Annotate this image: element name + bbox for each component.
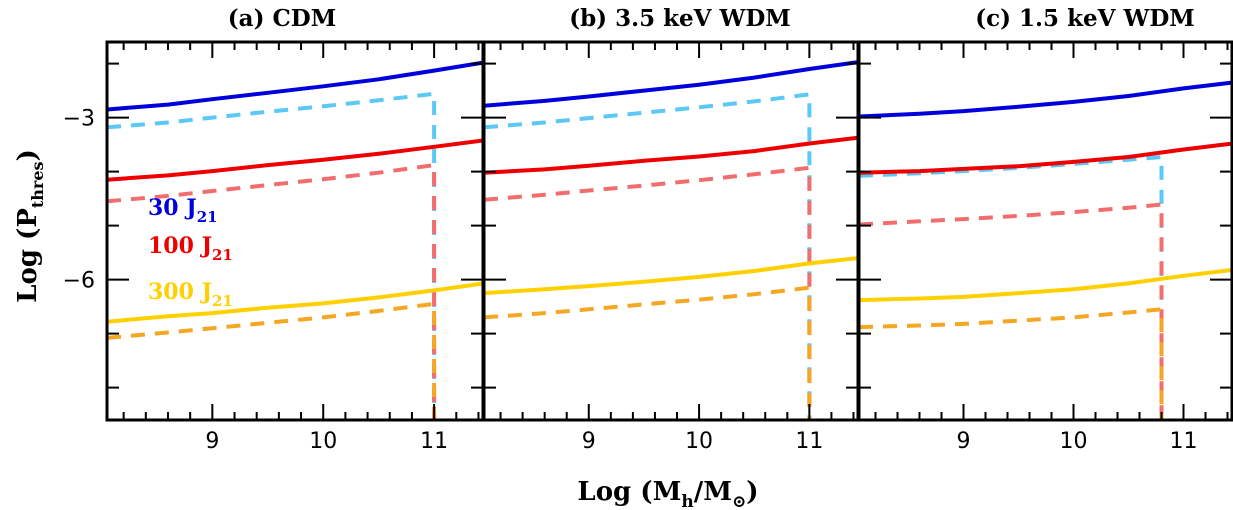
x-tick-label: 10	[309, 429, 337, 454]
series-line-2	[107, 91, 437, 420]
series-line-2	[859, 155, 1164, 420]
legend: 30 J21 100 J21 300 J21	[148, 195, 233, 310]
series-group	[859, 80, 1233, 420]
plot-frame	[857, 40, 1233, 422]
panel-3p5kev-wdm: 9 10 11	[482, 40, 860, 454]
plot-frame	[105, 40, 485, 422]
series-line-5	[107, 281, 484, 324]
legend-entry-300: 300 J21	[148, 279, 233, 310]
x-tick-label: 9	[205, 429, 219, 454]
series-line-3	[859, 141, 1233, 175]
panel-1p5kev-wdm: 9 10 11	[857, 40, 1233, 454]
x-tick-label: 11	[795, 429, 823, 454]
x-tick-label: 10	[685, 429, 713, 454]
legend-entry-100: 100 J21	[148, 233, 233, 264]
series-line-1	[859, 80, 1233, 119]
plot-frame	[482, 40, 860, 422]
series-line-2	[484, 92, 812, 420]
x-tick-label: 11	[1170, 429, 1198, 454]
x-tick-label: 11	[420, 429, 448, 454]
y-tick-label: −3	[63, 107, 95, 132]
series-line-1	[484, 60, 859, 108]
series-line-6	[859, 307, 1164, 420]
panel-title-3p5kev-wdm: (b) 3.5 keV WDM	[569, 5, 791, 32]
series-line-3	[107, 138, 484, 182]
series-line-3	[484, 135, 859, 175]
x-tick-label: 9	[582, 429, 596, 454]
legend-entry-30: 30 J21	[148, 195, 218, 226]
panel-title-1p5kev-wdm: (c) 1.5 keV WDM	[975, 5, 1194, 32]
series-line-5	[484, 256, 859, 296]
x-tick-label: 9	[957, 429, 971, 454]
x-axis-title: Log (Mh/M⊙)	[577, 477, 758, 510]
series-line-4	[107, 163, 437, 420]
x-tick-label: 10	[1060, 429, 1088, 454]
panel-cdm: 9 10 11 −3 −6	[63, 40, 485, 454]
series-line-4	[859, 202, 1164, 420]
series-group	[484, 60, 859, 420]
series-line-4	[484, 165, 812, 420]
series-line-5	[859, 267, 1233, 303]
series-line-1	[107, 60, 484, 112]
series-line-6	[484, 285, 812, 420]
series-line-6	[107, 301, 437, 420]
y-axis-title: Log (Pthres)	[13, 149, 47, 303]
y-tick-label: −6	[63, 269, 95, 294]
panel-title-cdm: (a) CDM	[228, 5, 336, 32]
series-group	[107, 60, 484, 420]
